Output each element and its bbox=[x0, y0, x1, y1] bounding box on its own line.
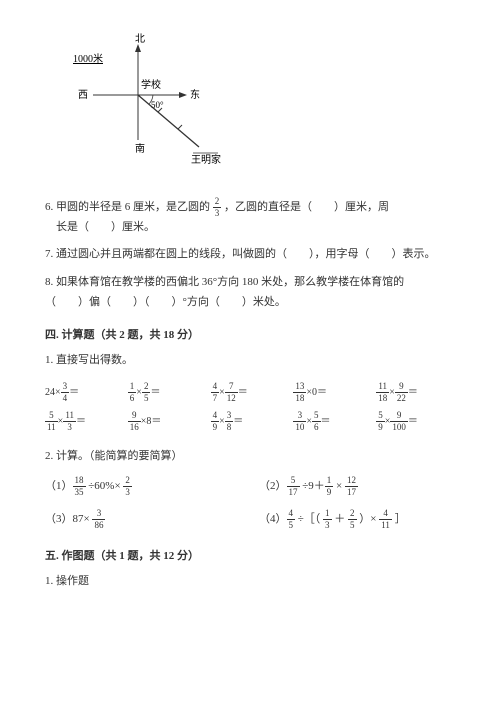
q6-frac: 2 3 bbox=[213, 197, 222, 218]
q8-num: 8. bbox=[45, 276, 53, 288]
scale-label: 1000米 bbox=[73, 52, 103, 65]
calc-item: 1118×922＝ bbox=[376, 382, 455, 403]
calc-item: 511×113＝ bbox=[45, 411, 124, 432]
q8-text-a: 如果体育馆在教学楼的西偏北 36°方向 180 米处，那么教学楼在体育馆的 bbox=[56, 276, 404, 288]
q7-num: 7. bbox=[45, 248, 53, 260]
question-8: 8. 如果体育馆在教学楼的西偏北 36°方向 180 米处，那么教学楼在体育馆的… bbox=[45, 273, 455, 313]
q6-text-a: 甲圆的半径是 6 厘米，是乙圆的 bbox=[56, 201, 210, 213]
calc-problem: （2）517 ÷9＋19 × 1217 bbox=[259, 476, 455, 497]
calc-problem: （1）1835 ÷60%× 23 bbox=[45, 476, 241, 497]
calc-item: 49×38＝ bbox=[211, 411, 290, 432]
calc-item: 310×56＝ bbox=[293, 411, 372, 432]
section-4-sub1: 1. 直接写出得数。 bbox=[45, 352, 455, 370]
section-5-sub1: 1. 操作题 bbox=[45, 573, 455, 591]
section-4-title: 四. 计算题（共 2 题，共 18 分） bbox=[45, 327, 455, 345]
compass-svg: 北 1000米 西 东 南 学校 50° 王明家 bbox=[63, 30, 228, 175]
q7-text: 通过圆心并且两端都在圆上的线段，叫做圆的（ ），用字母（ ）表示。 bbox=[56, 248, 436, 260]
north-label: 北 bbox=[135, 33, 145, 45]
calc-problem: （3）87× 386 bbox=[45, 509, 241, 530]
q8-text-b: （ ）偏（ ）（ ）°方向（ ）米处。 bbox=[45, 296, 286, 308]
compass-diagram: 北 1000米 西 东 南 学校 50° 王明家 bbox=[63, 30, 455, 182]
point-label: 王明家 bbox=[191, 153, 221, 166]
question-6: 6. 甲圆的半径是 6 厘米，是乙圆的 2 3 ，乙圆的直径是（ ）厘米，周 长… bbox=[45, 197, 455, 238]
calc-item: 916×8＝ bbox=[128, 411, 207, 432]
arrow-n bbox=[135, 44, 141, 52]
calc-grid-1: 24×34＝16×25＝47×712＝1318×0＝1118×922＝ 511×1… bbox=[45, 382, 455, 432]
arrow-e bbox=[179, 92, 187, 98]
calc-item: 47×712＝ bbox=[211, 382, 290, 403]
calc-item: 59×9100＝ bbox=[376, 411, 455, 432]
south-label: 南 bbox=[135, 142, 145, 155]
q6-text-c: 长是（ ）厘米。 bbox=[56, 221, 155, 233]
section-4-sub2: 2. 计算。（能简算的要简算） bbox=[45, 448, 455, 466]
east-label: 东 bbox=[190, 88, 200, 101]
diagonal-line bbox=[138, 95, 199, 147]
west-label: 西 bbox=[78, 90, 88, 101]
angle-label: 50° bbox=[151, 100, 164, 110]
q6-num: 6. bbox=[45, 201, 53, 213]
calc-item: 16×25＝ bbox=[128, 382, 207, 403]
calc-grid-2: （1）1835 ÷60%× 23 （2）517 ÷9＋19 × 1217 （3）87… bbox=[45, 476, 455, 530]
tick-2 bbox=[178, 125, 182, 129]
calc-problem: （4）45 ÷［（ 13 ＋ 25 ）× 411 ］ bbox=[259, 509, 455, 530]
calc-item: 1318×0＝ bbox=[293, 382, 372, 403]
calc-item: 24×34＝ bbox=[45, 382, 124, 403]
q6-text-b: ，乙圆的直径是（ ）厘米，周 bbox=[224, 201, 389, 213]
section-5-title: 五. 作图题（共 1 题，共 12 分） bbox=[45, 548, 455, 566]
question-7: 7. 通过圆心并且两端都在圆上的线段，叫做圆的（ ），用字母（ ）表示。 bbox=[45, 245, 455, 265]
center-label: 学校 bbox=[141, 78, 161, 91]
